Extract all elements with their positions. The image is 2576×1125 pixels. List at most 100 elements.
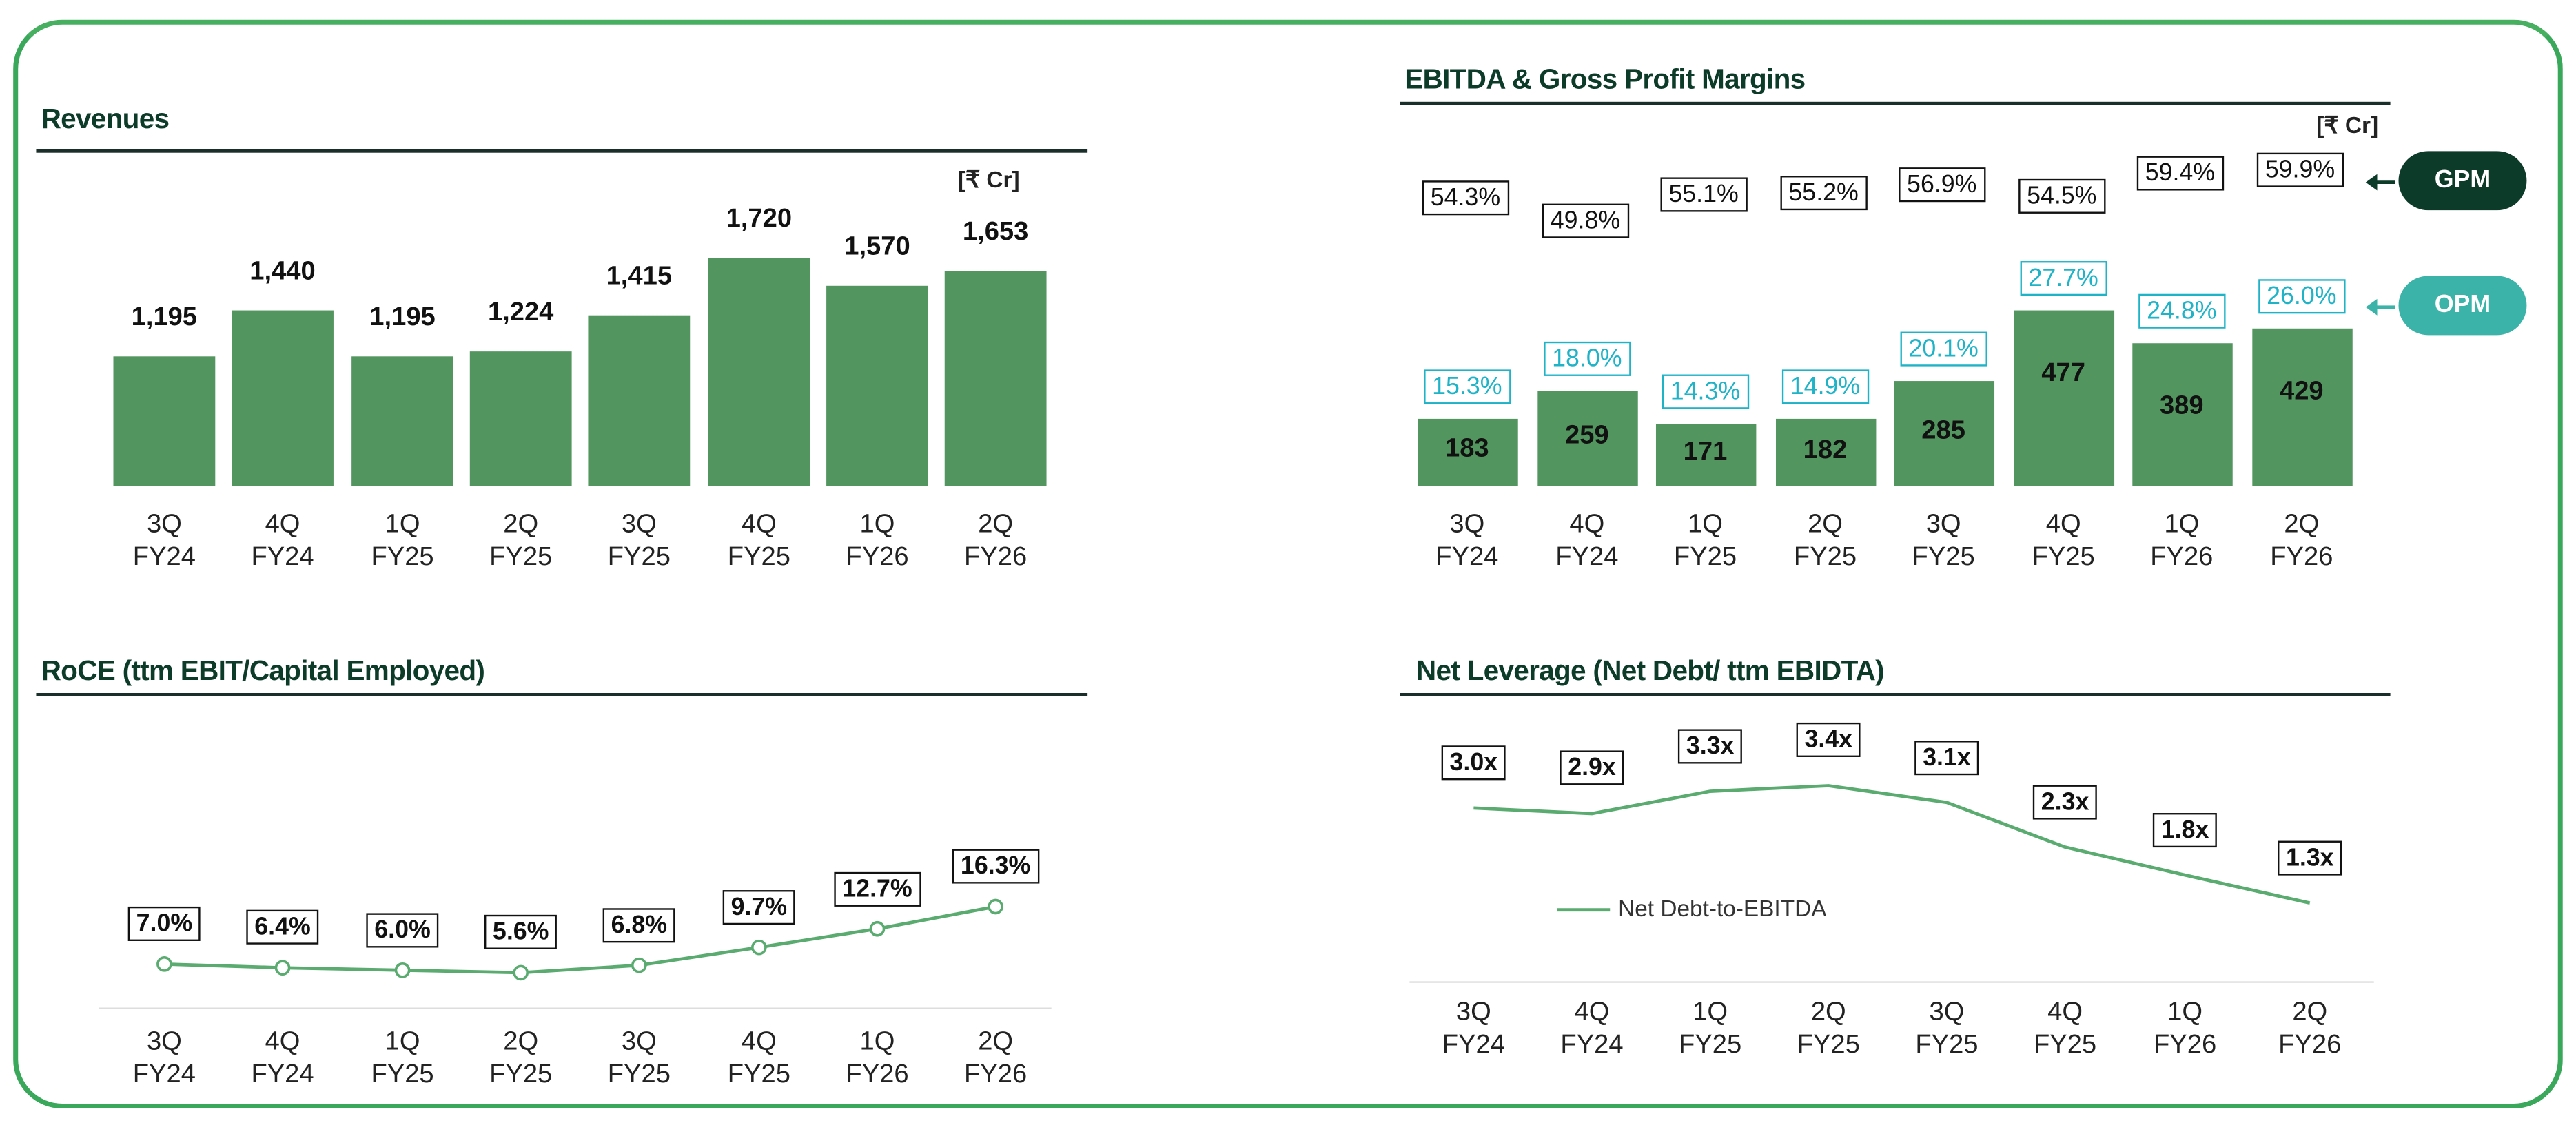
- leverage-x-label: 3Q FY25: [1889, 997, 2004, 1062]
- ebitda-x-label: 1Q FY26: [2124, 509, 2239, 575]
- x-label-quarter: 4Q: [1574, 998, 1610, 1026]
- x-label-quarter: 4Q: [2047, 998, 2083, 1026]
- x-label-year: FY25: [1673, 544, 1737, 572]
- roce-point: [751, 939, 767, 956]
- roce-title: RoCE (ttm EBIT/Capital Employed): [41, 655, 485, 687]
- roce-x-label: 3Q FY25: [582, 1026, 697, 1092]
- leverage-legend-label: Net Debt-to-EBITDA: [1618, 895, 1827, 922]
- x-label-year: FY26: [2278, 1031, 2342, 1060]
- roce-x-label: 1Q FY26: [820, 1026, 935, 1092]
- ebitda-value-label: 183: [1444, 435, 1489, 464]
- revenues-unit: [₹ Cr]: [957, 165, 1020, 192]
- x-label-year: FY25: [2032, 544, 2095, 572]
- roce-x-label: 2Q FY26: [938, 1026, 1053, 1092]
- ebitda-value-label: 182: [1803, 436, 1848, 464]
- leverage-x-label: 2Q FY26: [2252, 997, 2367, 1062]
- x-label-quarter: 4Q: [2045, 510, 2081, 539]
- leverage-value-label: 2.9x: [1560, 751, 1624, 786]
- x-label-year: FY25: [727, 544, 790, 572]
- x-label-year: FY25: [2033, 1031, 2097, 1060]
- revenues-title: Revenues: [41, 103, 170, 135]
- opm-label: 15.3%: [1424, 369, 1511, 404]
- roce-x-label: 4Q FY25: [702, 1026, 817, 1092]
- x-label-quarter: 1Q: [385, 510, 420, 539]
- revenue-bar: [232, 310, 334, 486]
- x-label-quarter: 2Q: [1810, 998, 1846, 1026]
- revenue-value-label: 1,720: [726, 205, 793, 234]
- leverage-line: [1473, 784, 2311, 905]
- gpm-label: 49.8%: [1542, 203, 1629, 238]
- leverage-value-label: 3.1x: [1914, 740, 1979, 775]
- opm-label: 14.9%: [1781, 369, 1869, 404]
- roce-value-label: 12.7%: [834, 871, 921, 906]
- revenue-bar: [708, 258, 810, 486]
- x-label-quarter: 2Q: [978, 1028, 1014, 1056]
- roce-x-label: 2Q FY25: [463, 1026, 578, 1092]
- x-label-quarter: 4Q: [265, 510, 300, 539]
- roce-point: [869, 920, 886, 937]
- leverage-x-label: 3Q FY24: [1416, 997, 1531, 1062]
- opm-label: 27.7%: [2020, 260, 2107, 296]
- revenue-value-label: 1,653: [962, 218, 1029, 246]
- ebitda-bar: [1894, 381, 1995, 486]
- x-label-quarter: 1Q: [859, 1028, 895, 1056]
- ebitda-bar: [1655, 423, 1757, 486]
- x-label-quarter: 4Q: [741, 510, 777, 539]
- roce-value-label: 5.6%: [484, 915, 558, 950]
- roce-x-label: 3Q FY24: [107, 1026, 222, 1092]
- ebitda-x-label: 3Q FY24: [1409, 509, 1524, 575]
- revenue-value-label: 1,440: [249, 258, 316, 286]
- revenue-value-label: 1,195: [369, 304, 436, 332]
- ebitda-bar: [1775, 419, 1877, 486]
- opm-pill: OPM: [2398, 276, 2527, 336]
- roce-value-label: 6.8%: [602, 907, 676, 942]
- x-label-year: FY24: [1435, 544, 1499, 572]
- roce-point: [513, 964, 529, 981]
- ebitda-value-label: 259: [1565, 422, 1609, 451]
- leverage-value-label: 1.3x: [2278, 840, 2342, 876]
- roce-value-label: 7.0%: [127, 906, 201, 941]
- ebitda-unit: [₹ Cr]: [2316, 112, 2379, 138]
- ebitda-x-label: 4Q FY25: [2006, 509, 2121, 575]
- ebitda-x-label: 4Q FY24: [1529, 509, 1644, 575]
- revenue-x-label: 4Q FY25: [702, 509, 817, 575]
- x-label-year: FY25: [489, 544, 553, 572]
- opm-arrow-icon: [2365, 298, 2395, 316]
- roce-value-label: 6.4%: [246, 910, 319, 945]
- leverage-x-label: 1Q FY25: [1653, 997, 1768, 1062]
- revenue-x-label: 3Q FY24: [107, 509, 222, 575]
- x-label-quarter: 3Q: [146, 1028, 182, 1056]
- ebitda-title: EBITDA & Gross Profit Margins: [1404, 63, 1806, 96]
- roce-x-label: 1Q FY25: [345, 1026, 460, 1092]
- revenue-bar: [588, 315, 691, 486]
- roce-value-label: 9.7%: [722, 889, 796, 925]
- revenue-bar: [113, 356, 216, 486]
- x-label-year: FY26: [2150, 544, 2214, 572]
- x-label-year: FY26: [846, 544, 909, 572]
- leverage-rule: [1400, 693, 2391, 696]
- revenue-value-label: 1,195: [131, 304, 198, 332]
- roce-line: [164, 905, 996, 975]
- leverage-title: Net Leverage (Net Debt/ ttm EBIDTA): [1415, 655, 1885, 687]
- leverage-x-label: 2Q FY25: [1771, 997, 1886, 1062]
- x-label-year: FY25: [1912, 544, 1975, 572]
- leverage-x-label: 1Q FY26: [2127, 997, 2242, 1062]
- opm-label: 20.1%: [1900, 331, 1987, 367]
- x-label-quarter: 3Q: [1449, 510, 1485, 539]
- revenue-x-label: 3Q FY25: [582, 509, 697, 575]
- gpm-label: 59.9%: [2256, 153, 2344, 188]
- revenue-bar: [469, 351, 572, 486]
- x-label-quarter: 2Q: [503, 1028, 539, 1056]
- revenue-value-label: 1,570: [844, 233, 910, 262]
- x-label-year: FY26: [964, 1060, 1028, 1089]
- x-label-quarter: 3Q: [1925, 510, 1961, 539]
- x-label-quarter: 1Q: [859, 510, 895, 539]
- x-label-year: FY25: [1797, 1031, 1860, 1060]
- x-label-quarter: 3Q: [1455, 998, 1491, 1026]
- x-label-quarter: 1Q: [2164, 510, 2200, 539]
- card-frame: [13, 19, 2563, 1109]
- gpm-label: 56.9%: [1899, 167, 1985, 203]
- x-label-year: FY24: [1442, 1031, 1505, 1060]
- roce-point: [631, 957, 647, 973]
